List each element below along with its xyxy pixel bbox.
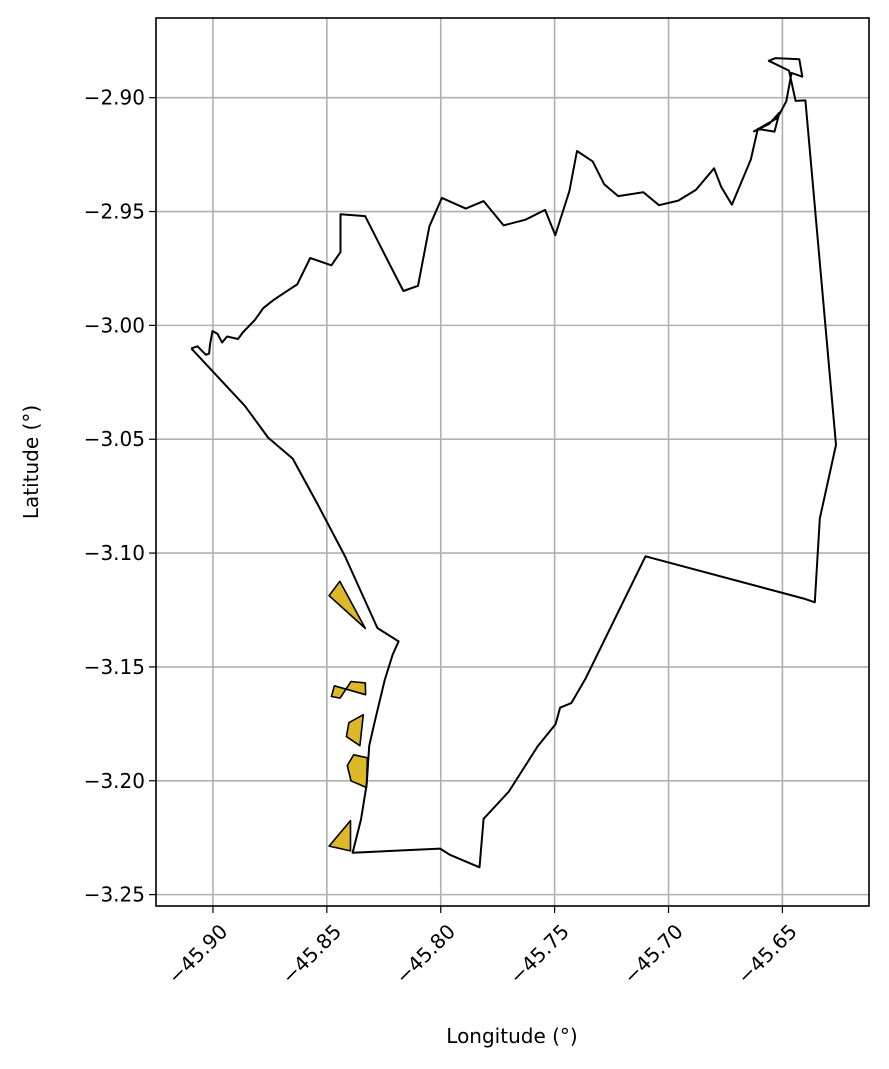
highlighted-zone <box>328 819 352 852</box>
y-tick-label: −3.00 <box>84 313 145 337</box>
highlighted-zone <box>330 680 367 699</box>
axes-frame <box>155 17 870 907</box>
y-axis-ticks: −2.90 −2.95 −3.00 −3.05 −3.10 −3.15 −3.20 −3.25 <box>84 86 156 907</box>
y-tick-label: −3.20 <box>84 769 145 793</box>
highlighted-zone <box>328 580 367 630</box>
highlighted-zones <box>328 580 369 852</box>
y-tick-label: −3.25 <box>84 883 145 907</box>
region-boundary <box>190 57 837 869</box>
x-axis-label: Longitude (°) <box>446 1024 577 1048</box>
highlighted-zone <box>345 713 365 747</box>
y-tick-label: −3.10 <box>84 541 145 565</box>
y-tick-label: −3.05 <box>84 427 145 451</box>
y-axis-label: Latitude (°) <box>19 405 43 519</box>
y-tick-label: −2.95 <box>84 200 145 224</box>
y-tick-label: −3.15 <box>84 655 145 679</box>
boundary-line <box>190 57 837 869</box>
y-tick-label: −2.90 <box>84 86 145 110</box>
grid <box>156 18 869 906</box>
